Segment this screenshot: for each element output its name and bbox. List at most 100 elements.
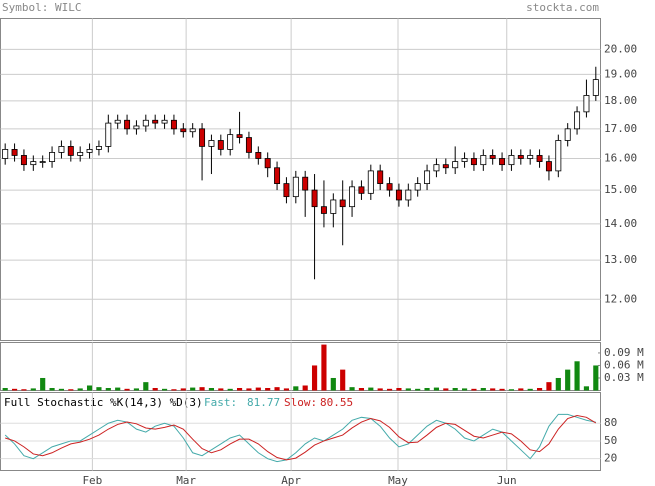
candle-body — [367, 170, 374, 194]
volume-bar — [255, 387, 261, 391]
candle-body — [461, 158, 468, 162]
volume-panel — [0, 342, 601, 391]
volume-bar — [555, 377, 561, 391]
volume-bar — [68, 389, 74, 391]
symbol: Symbol: WILC — [2, 1, 81, 14]
volume-bar — [424, 387, 430, 391]
volume-bar — [358, 387, 365, 391]
volume-bar — [311, 365, 318, 391]
candle-body — [395, 189, 402, 201]
volume-bar — [349, 387, 355, 391]
candle-body — [583, 95, 590, 113]
candle-body — [152, 119, 159, 124]
candle-body — [545, 161, 552, 172]
volume-bar — [2, 387, 8, 391]
stochastic-line — [4, 413, 596, 463]
volume-bar — [415, 388, 421, 391]
candle-body — [58, 146, 65, 153]
candle-body — [302, 176, 309, 191]
candle-body — [133, 125, 140, 130]
y-tick-label: 17.00 — [604, 122, 637, 135]
candle-body — [536, 155, 543, 162]
y-tick-label: 0.03 M — [604, 371, 644, 384]
y-tick-label: 20 — [604, 452, 617, 465]
candle-body — [283, 183, 290, 198]
candle-body — [30, 161, 37, 166]
volume-bar — [171, 389, 177, 391]
y-tick-label: 0.09 M — [604, 346, 644, 359]
volume-bar — [377, 388, 383, 391]
volume-bar — [461, 388, 468, 391]
candle-body — [320, 206, 327, 214]
volume-bar — [583, 386, 590, 391]
volume-bar — [77, 388, 83, 391]
volume-bar — [283, 388, 290, 391]
volume-bar — [302, 385, 308, 391]
volume-bar — [133, 388, 140, 391]
volume-bar — [30, 388, 36, 391]
x-tick-label: Jun — [497, 474, 517, 486]
candle-body — [489, 155, 496, 159]
candle-body — [255, 152, 262, 159]
candle-body — [20, 155, 27, 166]
candle-body — [480, 155, 487, 166]
slow-value: 80.55 — [320, 396, 353, 409]
volume-bar — [58, 388, 65, 391]
volume-bar — [490, 388, 496, 391]
candle-body — [508, 155, 515, 166]
volume-bar — [480, 387, 486, 391]
y-tick-label: 13.00 — [604, 253, 637, 266]
volume-bar — [405, 388, 411, 391]
candle-body — [470, 158, 477, 166]
volume-bar — [180, 388, 186, 391]
candle-body — [433, 164, 440, 172]
x-tick-label: May — [388, 474, 408, 486]
y-tick-label: 18.00 — [604, 94, 637, 107]
candle-body — [77, 152, 84, 156]
candle-body — [517, 155, 524, 159]
volume-bar — [86, 385, 93, 391]
volume-bar — [274, 387, 280, 391]
volume-bar — [227, 388, 233, 391]
volume-bar — [11, 388, 18, 391]
candle-body — [452, 161, 459, 169]
candle-body — [339, 199, 346, 208]
volume-bar — [340, 369, 346, 391]
volume-bar — [21, 389, 27, 391]
candle-body — [86, 149, 93, 153]
candle-body — [170, 119, 177, 130]
x-tick-label: Mar — [176, 474, 196, 486]
volume-bar — [115, 387, 121, 391]
candle-body — [414, 183, 421, 191]
candle-body — [330, 199, 337, 214]
y-tick-label: 12.00 — [604, 292, 637, 305]
volume-bar — [396, 387, 402, 391]
volume-bar — [152, 387, 158, 391]
y-tick-label: 0.06 M — [604, 358, 644, 371]
candle-body — [386, 183, 393, 191]
price-panel — [0, 18, 601, 341]
candle-body — [217, 140, 224, 150]
volume-bar — [518, 388, 524, 391]
candle-body — [161, 119, 168, 124]
candle-body — [405, 189, 412, 201]
volume-bar — [236, 387, 243, 391]
candle-body — [245, 137, 252, 153]
volume-bar — [199, 387, 205, 391]
candle-body — [292, 176, 299, 198]
candle-body — [499, 158, 506, 166]
y-tick-label: 20.00 — [604, 42, 637, 55]
volume-bar — [190, 387, 196, 391]
x-tick-label: Apr — [281, 474, 301, 486]
volume-bar — [443, 388, 449, 391]
y-tick-label: 80 — [604, 416, 617, 429]
volume-bar — [527, 388, 533, 391]
fast-value: 81.77 — [247, 396, 280, 409]
volume-bar — [565, 369, 571, 391]
fast-label: Fast: — [204, 396, 237, 409]
x-tick-label: Feb — [82, 474, 102, 486]
volume-bar — [330, 377, 336, 391]
volume-bar — [574, 361, 580, 391]
volume-bar — [546, 382, 552, 391]
volume-bar — [143, 382, 149, 391]
